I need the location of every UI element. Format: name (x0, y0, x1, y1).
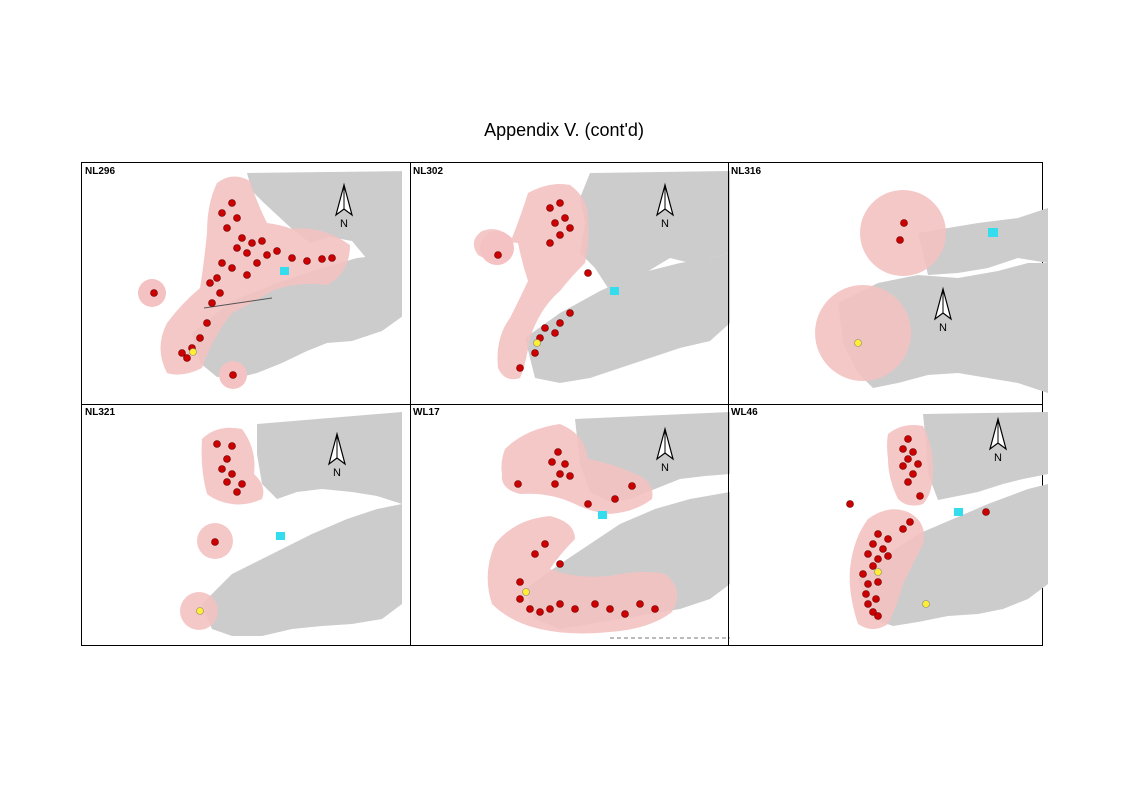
land-north (247, 171, 402, 265)
land-south (192, 255, 402, 378)
map-nl302: N (473, 171, 730, 383)
map-panel-grid: N NL296 N NL302 (81, 162, 1048, 646)
map-nl316: N (815, 190, 1048, 393)
reservoir-icon (280, 267, 289, 275)
panel-label: NL302 (413, 166, 444, 177)
divider (82, 404, 1042, 405)
panel-label: NL316 (731, 166, 762, 177)
north-arrow-icon (334, 182, 354, 217)
panel-label: WL46 (731, 407, 758, 418)
north-label: N (994, 452, 1002, 464)
map-panel-nl296: N NL296 (82, 163, 402, 404)
north-label: N (661, 462, 669, 474)
map-nl296: N (138, 171, 402, 389)
yellow-point (189, 348, 197, 356)
map-panel-nl321: N NL321 (82, 404, 402, 645)
map-panel-nl302: N NL302 (410, 163, 730, 404)
panel-label: NL296 (85, 166, 116, 177)
north-label: N (340, 218, 348, 230)
map-nl321: N (180, 412, 402, 636)
map-panel-nl316: N NL316 (728, 163, 1048, 404)
panel-label: NL321 (85, 407, 116, 418)
panel-label: WL17 (413, 407, 440, 418)
page-title: Appendix V. (cont'd) (484, 120, 644, 140)
north-label: N (661, 218, 669, 230)
north-label: N (333, 467, 341, 479)
map-panel-wl17: N WL17 (410, 404, 730, 645)
map-panel-wl46: N WL46 (728, 404, 1048, 645)
map-wl46: N (846, 412, 1048, 629)
location-points (150, 199, 336, 379)
north-label: N (939, 322, 947, 334)
map-wl17: N (487, 412, 730, 639)
